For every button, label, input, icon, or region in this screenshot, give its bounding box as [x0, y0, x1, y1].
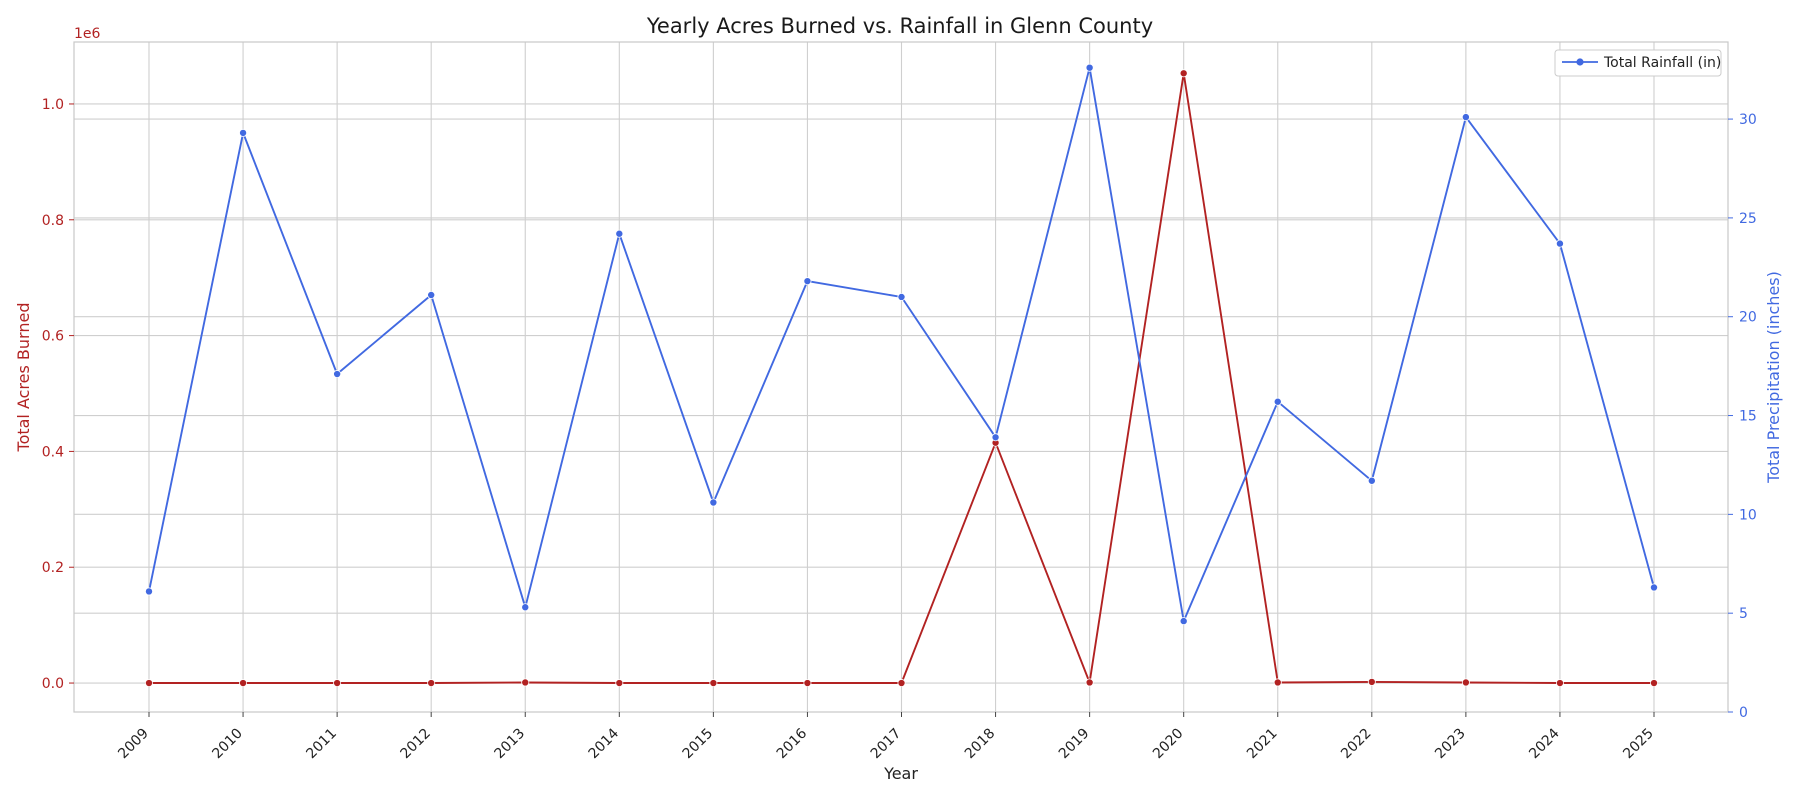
y-right-tick-label: 5 — [1739, 606, 1748, 622]
y-left-tick-label: 0.2 — [42, 560, 64, 576]
x-tick-label: 2018 — [962, 726, 999, 763]
y-right-tick-label: 10 — [1739, 507, 1757, 523]
x-tick-label: 2022 — [1338, 726, 1375, 763]
y-left-tick-label: 1.0 — [42, 97, 64, 113]
x-axis-label: Year — [883, 764, 918, 783]
acres-burned-point — [1273, 678, 1282, 687]
legend-label: Total Rainfall (in) — [1603, 55, 1721, 71]
rainfall-point — [991, 433, 1000, 442]
y-left-tick-label: 0.8 — [42, 213, 64, 229]
acres-burned-point — [144, 679, 153, 688]
x-tick-label: 2025 — [1620, 726, 1657, 763]
y-axis-left: 0.0 0.2 0.4 0.6 0.8 1.0 — [42, 97, 74, 692]
grid — [74, 42, 1728, 712]
acres-burned-point — [1085, 678, 1094, 687]
acres-burned-point — [615, 679, 624, 688]
x-tick-label: 2012 — [398, 726, 435, 763]
x-tick-label: 2014 — [586, 725, 623, 762]
y-axis-right: 0 5 10 15 20 25 30 — [1728, 112, 1757, 721]
rainfall-point — [144, 587, 153, 596]
rainfall-point — [1085, 63, 1094, 72]
rainfall-point — [521, 603, 530, 612]
rainfall-point — [803, 277, 812, 286]
acres-burned-point — [1555, 679, 1564, 688]
rainfall-point — [897, 292, 906, 301]
acres-burned-point — [1461, 678, 1470, 687]
rainfall-point — [427, 290, 436, 299]
x-tick-label: 2015 — [680, 726, 717, 763]
y-right-tick-label: 20 — [1739, 310, 1757, 326]
rainfall-point — [1273, 397, 1282, 406]
y-left-tick-label: 0.0 — [42, 676, 64, 692]
y-axis-left-label: Total Acres Burned — [14, 303, 33, 453]
x-tick-label: 2009 — [115, 726, 152, 763]
acres-burned-point — [709, 679, 718, 688]
chart-title: Yearly Acres Burned vs. Rainfall in Glen… — [646, 14, 1153, 38]
acres-burned-point — [1179, 69, 1188, 78]
rainfall-point — [615, 229, 624, 238]
rainfall-point — [1179, 617, 1188, 626]
x-tick-label: 2017 — [868, 726, 905, 763]
x-tick-label: 2020 — [1150, 726, 1187, 763]
x-tick-label: 2019 — [1056, 726, 1093, 763]
rainfall-point — [1555, 239, 1564, 248]
legend-box — [1554, 49, 1722, 77]
rainfall-point — [1367, 476, 1376, 485]
y-axis-left-offset-text: 1e6 — [74, 26, 101, 42]
acres-burned-point — [239, 679, 248, 688]
y-axis-right-label: Total Precipitation (inches) — [1764, 271, 1783, 484]
x-tick-label: 2021 — [1244, 726, 1281, 763]
acres-burned-point — [897, 679, 906, 688]
legend: Total Rainfall (in) — [1554, 49, 1722, 77]
x-tick-label: 2010 — [209, 726, 246, 763]
y-left-tick-label: 0.4 — [42, 444, 64, 460]
y-right-tick-label: 30 — [1739, 112, 1757, 128]
rainfall-point — [1650, 583, 1659, 592]
series-layer — [144, 63, 1659, 688]
acres-burned-point — [803, 679, 812, 688]
y-right-tick-label: 0 — [1739, 705, 1748, 721]
rainfall-point — [333, 370, 342, 379]
x-tick-label: 2011 — [303, 726, 340, 763]
x-tick-label: 2024 — [1526, 725, 1563, 762]
y-right-tick-label: 15 — [1739, 409, 1757, 425]
acres-burned-point — [1367, 677, 1376, 686]
rainfall-point — [1461, 113, 1470, 122]
x-axis: 2009 2010 2011 2012 2013 2014 2015 2016 2017 2018… — [115, 712, 1657, 762]
rainfall-point — [239, 128, 248, 137]
acres-burned-point — [1650, 679, 1659, 688]
acres-burned-point — [521, 678, 530, 687]
acres-burned-point — [427, 679, 436, 688]
x-tick-label: 2023 — [1432, 726, 1469, 763]
x-tick-label: 2016 — [774, 725, 811, 762]
x-tick-label: 2013 — [492, 726, 529, 763]
legend-marker — [1576, 58, 1584, 66]
y-right-tick-label: 25 — [1739, 211, 1757, 227]
rainfall-point — [709, 498, 718, 507]
acres-burned-point — [333, 679, 342, 688]
y-left-tick-label: 0.6 — [42, 329, 64, 345]
